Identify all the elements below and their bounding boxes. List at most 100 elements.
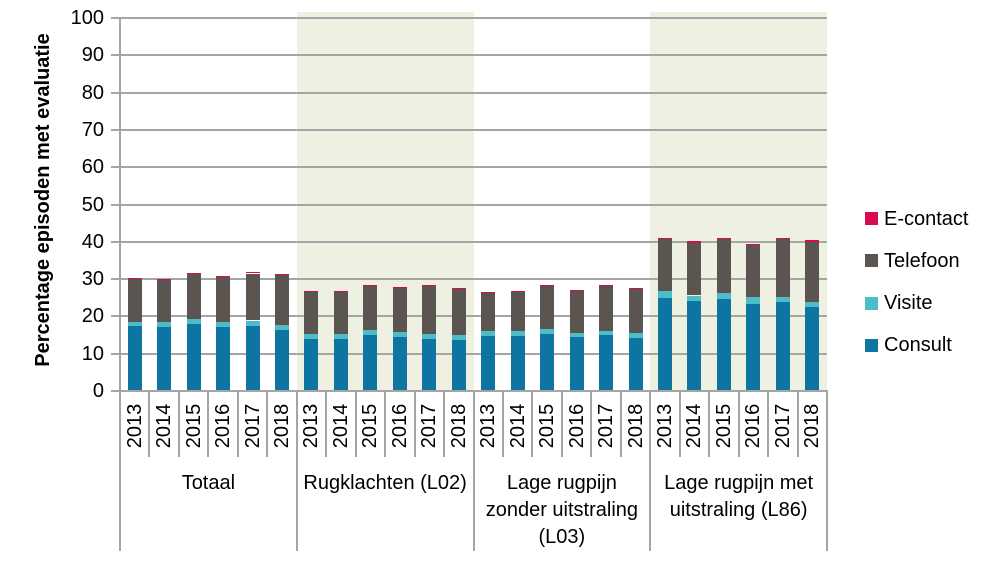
group-label: Rugklachten (L02)	[303, 472, 467, 494]
y-axis-line	[119, 17, 121, 393]
bar-segment-telefoon	[157, 279, 172, 322]
bar-segment-visite	[127, 321, 142, 327]
y-tick-label: 50	[81, 193, 104, 216]
y-tick-label: 30	[81, 268, 104, 291]
bar-segment-telefoon	[451, 288, 466, 336]
year-label: 2017	[241, 403, 264, 449]
bar-segment-consult	[333, 338, 348, 391]
bar-segment-consult	[216, 327, 231, 391]
group-label: zonder uitstraling	[485, 499, 639, 521]
year-label: 2017	[771, 403, 794, 449]
group-shading	[650, 12, 827, 390]
y-tick-label: 70	[81, 118, 104, 141]
bar-segment-telefoon	[422, 285, 437, 335]
bar-segment-visite	[186, 319, 201, 324]
y-tick-label: 100	[70, 7, 104, 29]
bar-segment-telefoon	[746, 245, 761, 298]
year-separator	[177, 392, 180, 457]
year-separator	[590, 392, 593, 457]
bar-segment-visite	[510, 330, 525, 336]
y-tick	[111, 128, 120, 131]
bar-segment-e-contact	[687, 241, 702, 243]
year-label: 2018	[801, 403, 824, 449]
y-tick	[111, 166, 120, 169]
bar-segment-visite	[422, 334, 437, 339]
bar-segment-telefoon	[805, 241, 820, 302]
y-tick	[111, 17, 120, 19]
bar-segment-e-contact	[657, 238, 672, 240]
year-label: 2018	[447, 403, 470, 449]
bar-segment-e-contact	[746, 244, 761, 246]
gridline	[120, 352, 827, 355]
bar-segment-e-contact	[127, 277, 142, 280]
year-label: 2016	[212, 403, 235, 449]
year-label: 2014	[683, 403, 706, 449]
bar-segment-visite	[304, 333, 319, 339]
gridline	[120, 315, 827, 318]
year-separator	[737, 392, 740, 457]
year-separator	[767, 392, 770, 457]
y-tick-label: 40	[81, 230, 104, 253]
year-separator	[560, 392, 563, 457]
year-label: 2017	[595, 403, 618, 449]
bar-segment-consult	[304, 338, 319, 391]
bar-segment-consult	[422, 338, 437, 391]
bar-segment-telefoon	[628, 288, 643, 333]
bar-segment-telefoon	[481, 292, 496, 332]
bar-segment-visite	[451, 335, 466, 341]
year-separator	[443, 392, 446, 457]
bar-segment-e-contact	[422, 284, 437, 286]
year-label: 2016	[742, 403, 765, 449]
bar-segment-consult	[628, 337, 643, 391]
x-axis-line	[119, 390, 828, 392]
bar-segment-consult	[687, 301, 702, 391]
bar-segment-visite	[245, 320, 260, 326]
year-label: 2013	[123, 403, 146, 449]
group-label: (L03)	[538, 526, 586, 548]
bar-segment-e-contact	[540, 285, 555, 286]
legend-label: Visite	[884, 292, 933, 315]
group-shading	[296, 12, 474, 390]
bar-segment-consult	[451, 340, 466, 391]
group-separator	[472, 392, 475, 551]
bar-segment-telefoon	[392, 287, 407, 333]
legend-label: Telefoon	[884, 249, 960, 272]
year-separator	[236, 392, 239, 457]
bar-segment-visite	[775, 296, 790, 303]
year-label: 2013	[653, 403, 676, 449]
y-tick-label: 60	[81, 156, 104, 179]
bar-segment-e-contact	[216, 275, 231, 277]
y-tick-label: 10	[81, 342, 104, 365]
bar-segment-telefoon	[275, 274, 290, 325]
year-label: 2013	[300, 403, 323, 449]
bar-segment-consult	[775, 302, 790, 391]
bar-segment-telefoon	[186, 274, 201, 319]
year-label: 2017	[418, 403, 441, 449]
year-separator	[266, 392, 269, 457]
bar-segment-visite	[628, 332, 643, 338]
bar-segment-consult	[186, 323, 201, 391]
gridline	[120, 128, 827, 131]
group-separator	[295, 392, 298, 551]
bar-segment-consult	[599, 334, 614, 391]
y-tick	[111, 315, 120, 318]
bar-segment-e-contact	[451, 288, 466, 289]
bar-segment-consult	[392, 336, 407, 391]
y-tick-label: 80	[81, 81, 104, 104]
bar-segment-consult	[275, 329, 290, 391]
year-separator	[325, 392, 328, 457]
legend-swatch-telefoon	[865, 254, 878, 268]
bar-segment-e-contact	[186, 272, 201, 275]
gridline	[120, 17, 827, 19]
bar-segment-visite	[746, 297, 761, 304]
y-tick	[111, 203, 120, 206]
gridline	[120, 203, 827, 206]
gridline	[120, 240, 827, 243]
year-separator	[708, 392, 711, 457]
bar-segment-consult	[805, 307, 820, 391]
group-label: Lage rugpijn met	[664, 472, 814, 494]
group-separator	[826, 392, 828, 551]
year-label: 2015	[182, 403, 205, 449]
bar-segment-visite	[481, 331, 496, 337]
